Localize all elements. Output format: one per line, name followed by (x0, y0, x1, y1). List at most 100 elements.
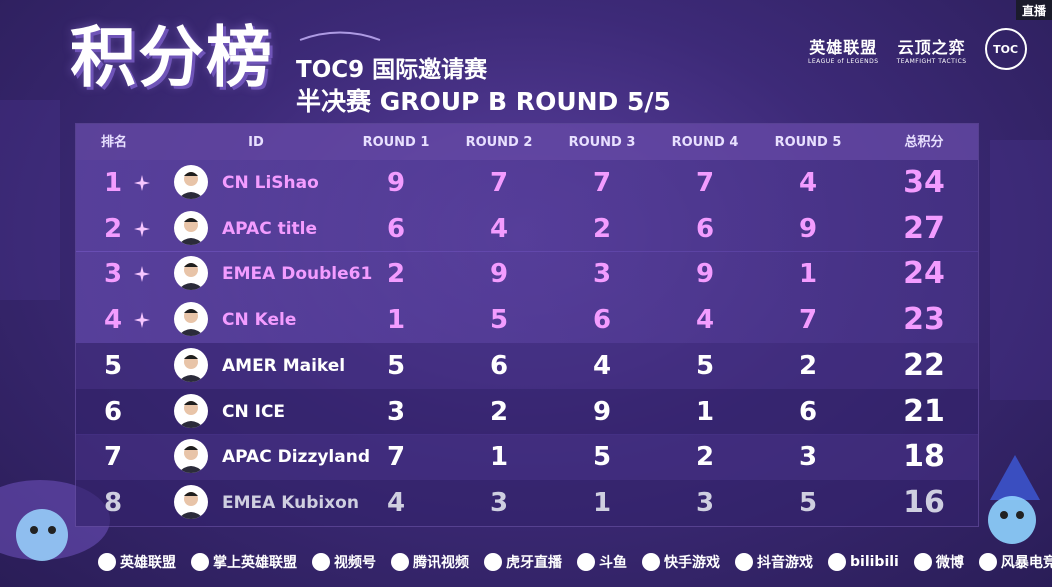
player-avatar (174, 256, 208, 291)
sponsor-logo: 腾讯视频 (391, 552, 469, 572)
player-avatar (174, 484, 208, 519)
header-rank: 排名 (100, 135, 127, 150)
round-5-score: 6 (798, 396, 818, 427)
sponsor-icon (735, 553, 753, 571)
player-name: EMEA Kubixon (222, 492, 359, 513)
round-1-score: 6 (386, 213, 406, 244)
round-3-score: 6 (592, 305, 612, 336)
round-1-score: 4 (386, 487, 406, 518)
round-1-score: 5 (386, 350, 406, 381)
round-2-score: 6 (489, 350, 509, 381)
round-1-score: 7 (386, 442, 406, 473)
table-row: 4 CN Kele 1 5 6 4 7 23 (76, 297, 978, 344)
total-score: 22 (903, 347, 945, 383)
header-round-3: ROUND 3 (568, 135, 636, 150)
rank-value: 8 (103, 487, 123, 518)
rank-value: 4 (103, 305, 123, 336)
player-name: AMER Maikel (222, 355, 346, 376)
player-avatar (174, 302, 208, 337)
tft-logo: 云顶之弈 TEAMFIGHT TACTICS (896, 37, 967, 65)
round-1-score: 1 (386, 305, 406, 336)
sponsor-logo: bilibili (828, 553, 899, 571)
sponsor-logo: 快手游戏 (642, 552, 720, 572)
sponsor-logo: 视频号 (312, 552, 376, 572)
table-row: 5 AMER Maikel 5 6 4 5 2 22 (76, 342, 978, 389)
total-score: 16 (903, 484, 945, 520)
round-3-score: 7 (592, 168, 612, 198)
total-score: 21 (903, 393, 945, 429)
round-5-score: 2 (798, 350, 818, 381)
qualified-star-icon (134, 175, 150, 191)
round-1-score: 2 (386, 259, 406, 290)
live-badge: 直播 (1016, 0, 1052, 20)
round-2-score: 7 (489, 168, 509, 198)
sponsor-icon (978, 553, 997, 571)
standings-table: 排名 ID ROUND 1 ROUND 2 ROUND 3 ROUND 4 RO… (75, 123, 979, 527)
table-row: 6 CN ICE 3 2 9 1 6 21 (76, 388, 978, 435)
qualified-star-icon (134, 220, 150, 237)
rank-value: 6 (103, 396, 123, 427)
round-4-score: 3 (695, 487, 715, 518)
round-4-score: 5 (695, 350, 715, 381)
header-round-5: ROUND 5 (774, 135, 842, 150)
total-score: 23 (903, 302, 945, 338)
sponsor-bar: 英雄联盟 掌上英雄联盟 视频号 腾讯视频 虎牙直播 斗鱼 快手游戏 抖音游戏 bilibili 微… (98, 552, 1052, 572)
round-5-score: 5 (798, 487, 818, 518)
sponsor-icon (577, 553, 595, 571)
round-5-score: 9 (798, 213, 818, 244)
player-avatar (174, 347, 208, 382)
player-avatar (174, 393, 208, 428)
player-avatar (174, 210, 208, 245)
total-score: 27 (903, 210, 945, 246)
round-2-score: 4 (489, 213, 509, 244)
header-id: ID (248, 135, 264, 150)
total-score: 24 (903, 256, 945, 292)
toc-logo: TOC (984, 28, 1027, 70)
rank-value: 5 (103, 350, 123, 381)
table-row: 2 APAC title 6 4 2 6 9 27 (76, 205, 978, 252)
table-header: 排名 ID ROUND 1 ROUND 2 ROUND 3 ROUND 4 RO… (76, 124, 978, 160)
player-avatar (174, 439, 208, 474)
table-row: 8 EMEA Kubixon 4 3 1 3 5 16 (76, 479, 978, 526)
player-name: EMEA Double61 (222, 264, 373, 285)
round-4-score: 7 (695, 168, 715, 198)
player-name: APAC Dizzyland (222, 447, 370, 468)
sponsor-logo: 掌上英雄联盟 (191, 552, 297, 572)
stage-label: 半决赛 GROUP B ROUND 5/5 (296, 87, 671, 116)
round-2-score: 2 (489, 396, 509, 427)
rank-value: 3 (103, 259, 123, 290)
header-round-4: ROUND 4 (671, 135, 739, 150)
sponsor-icon (484, 553, 502, 571)
sponsor-logo: 风暴电竞 (978, 552, 1052, 572)
sponsor-icon (191, 553, 209, 571)
total-score: 34 (903, 165, 945, 200)
round-2-score: 1 (489, 442, 509, 473)
rank-value: 7 (103, 442, 123, 473)
sponsor-icon (642, 553, 660, 571)
round-5-score: 7 (798, 305, 818, 336)
round-2-score: 9 (489, 259, 509, 290)
sponsor-logo: 英雄联盟 (98, 552, 176, 572)
player-name: CN ICE (222, 401, 286, 422)
rank-value: 2 (103, 213, 123, 244)
round-5-score: 3 (798, 442, 818, 473)
sponsor-logo: 虎牙直播 (484, 552, 562, 572)
round-4-score: 4 (695, 305, 715, 336)
header-round-1: ROUND 1 (362, 135, 430, 150)
round-2-score: 5 (489, 305, 509, 336)
total-score: 18 (903, 439, 945, 475)
table-row: 7 APAC Dizzyland 7 1 5 2 3 18 (76, 434, 978, 481)
sponsor-icon (312, 553, 330, 571)
round-3-score: 1 (592, 487, 612, 518)
page-title: 积分榜 (70, 18, 274, 96)
round-3-score: 9 (592, 396, 612, 427)
lol-logo: 英雄联盟 LEAGUE of LEGENDS (808, 37, 879, 65)
round-4-score: 6 (695, 213, 715, 244)
round-4-score: 1 (695, 396, 715, 427)
rank-value: 1 (103, 168, 123, 198)
player-name: CN LiShao (222, 173, 319, 193)
partner-logos: 英雄联盟 LEAGUE of LEGENDS 云顶之弈 TEAMFIGHT TA… (808, 28, 1027, 70)
round-5-score: 1 (798, 259, 818, 290)
header-total: 总积分 (904, 135, 944, 150)
